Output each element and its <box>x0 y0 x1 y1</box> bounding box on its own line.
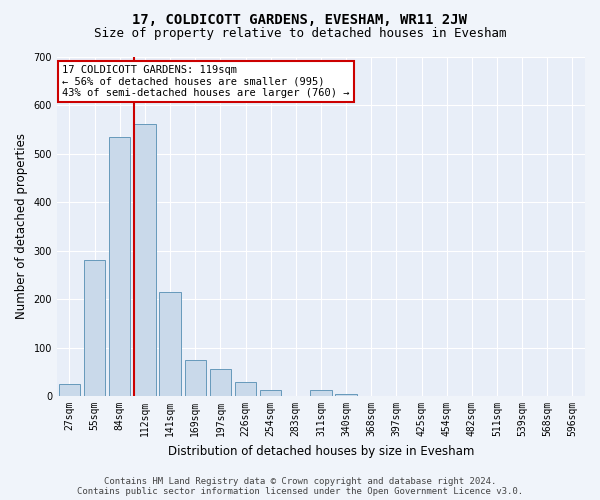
Bar <box>335 394 357 396</box>
Y-axis label: Number of detached properties: Number of detached properties <box>15 134 28 320</box>
Text: 17 COLDICOTT GARDENS: 119sqm
← 56% of detached houses are smaller (995)
43% of s: 17 COLDICOTT GARDENS: 119sqm ← 56% of de… <box>62 65 350 98</box>
Text: 17, COLDICOTT GARDENS, EVESHAM, WR11 2JW: 17, COLDICOTT GARDENS, EVESHAM, WR11 2JW <box>133 12 467 26</box>
Bar <box>59 384 80 396</box>
Bar <box>185 360 206 396</box>
Bar <box>310 390 332 396</box>
Bar <box>260 390 281 396</box>
Text: Contains HM Land Registry data © Crown copyright and database right 2024.
Contai: Contains HM Land Registry data © Crown c… <box>77 476 523 496</box>
Text: Size of property relative to detached houses in Evesham: Size of property relative to detached ho… <box>94 28 506 40</box>
Bar <box>160 292 181 396</box>
Bar <box>84 260 106 396</box>
Bar <box>109 136 130 396</box>
Bar <box>235 382 256 396</box>
X-axis label: Distribution of detached houses by size in Evesham: Distribution of detached houses by size … <box>168 444 474 458</box>
Bar <box>209 370 231 396</box>
Bar <box>134 124 155 396</box>
